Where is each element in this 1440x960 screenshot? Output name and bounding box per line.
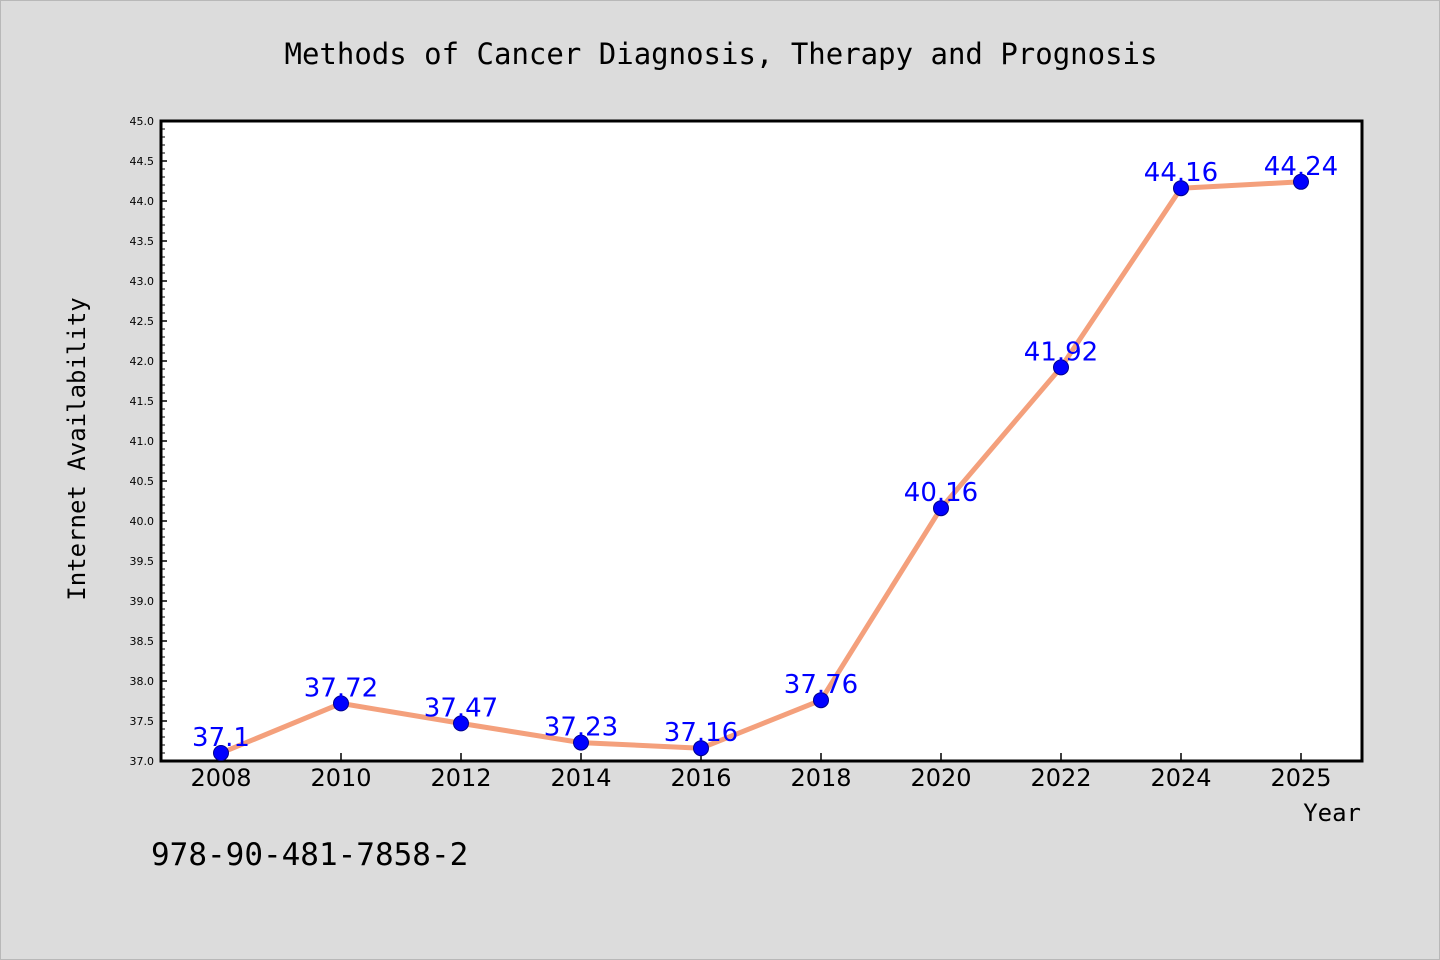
x-tick-label: 2024 — [1150, 764, 1211, 792]
y-tick-label: 41.0 — [130, 435, 155, 448]
isbn-footnote: 978-90-481-7858-2 — [151, 837, 468, 873]
data-label: 37.16 — [664, 718, 738, 748]
series-line — [220, 179, 1302, 756]
y-tick-label: 37.5 — [130, 715, 155, 728]
y-axis-ticks: 37.0 37.5 38.0 38.5 39.0 39.5 40.0 40.5 41.0 41.5… — [130, 115, 167, 768]
data-label: 37.1 — [192, 723, 250, 753]
chart-title: Methods of Cancer Diagnosis, Therapy and… — [285, 37, 1158, 71]
y-tick-label: 42.0 — [130, 355, 155, 368]
x-tick-label: 2025 — [1270, 764, 1331, 792]
y-tick-label: 43.0 — [130, 275, 155, 288]
y-tick-label: 41.5 — [130, 395, 155, 408]
x-tick-label: 2018 — [790, 764, 851, 792]
data-point — [453, 715, 469, 732]
y-tick-label: 42.5 — [130, 315, 155, 328]
y-tick-label: 40.5 — [130, 475, 155, 488]
data-point — [573, 734, 589, 751]
y-tick-label: 43.5 — [130, 235, 155, 248]
y-tick-label: 39.5 — [130, 555, 155, 568]
y-tick-label: 45.0 — [130, 115, 155, 128]
data-label: 37.72 — [304, 673, 378, 703]
data-point — [813, 692, 829, 709]
x-tick-label: 2016 — [670, 764, 731, 792]
y-tick-label: 37.0 — [130, 755, 155, 768]
x-tick-label: 2014 — [550, 764, 611, 792]
data-point — [933, 500, 949, 517]
data-point — [1053, 359, 1069, 376]
x-tick-label: 2012 — [430, 764, 491, 792]
y-tick-label: 40.0 — [130, 515, 155, 528]
data-label: 44.24 — [1264, 152, 1338, 182]
data-label: 37.76 — [784, 670, 858, 700]
data-label: 40.16 — [904, 478, 978, 508]
data-point — [1293, 173, 1309, 190]
x-tick-label: 2022 — [1030, 764, 1091, 792]
data-label: 41.92 — [1024, 337, 1098, 367]
x-tick-label: 2008 — [190, 764, 251, 792]
series: 37.1 37.72 37.47 37.23 37.16 37.76 40.16 41.92 4… — [192, 152, 1338, 761]
x-axis-ticks: 2008 2010 2012 2014 2016 2018 2020 2022 2024 2025 — [190, 753, 1332, 792]
plot-area — [159, 119, 1364, 763]
x-tick-label: 2020 — [910, 764, 971, 792]
x-tick-label: 2010 — [310, 764, 371, 792]
data-point — [1173, 180, 1189, 197]
data-point — [693, 740, 709, 757]
data-label: 44.16 — [1144, 158, 1218, 188]
y-axis-title: Internet Availability — [63, 297, 91, 600]
y-tick-label: 38.0 — [130, 675, 155, 688]
data-label: 37.47 — [424, 693, 498, 723]
data-point — [333, 695, 349, 712]
x-axis-title: Year — [1303, 799, 1361, 827]
data-label: 37.23 — [544, 713, 618, 743]
y-tick-label: 38.5 — [130, 635, 155, 648]
y-tick-label: 44.0 — [130, 195, 155, 208]
data-point — [213, 745, 229, 761]
y-tick-label: 39.0 — [130, 595, 155, 608]
y-tick-label: 44.5 — [130, 155, 155, 168]
